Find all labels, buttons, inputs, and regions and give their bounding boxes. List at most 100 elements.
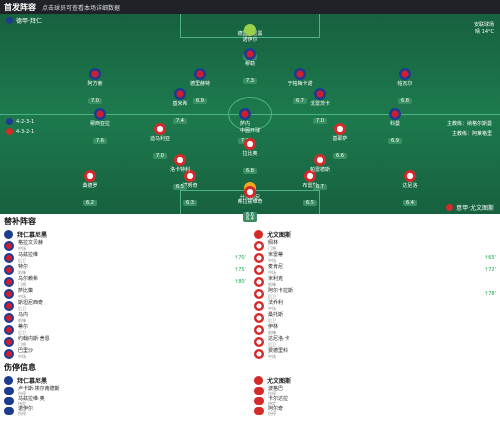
subs-home-team-name: 拜仁慕尼黑 bbox=[17, 232, 48, 239]
player-rating: 7.6 bbox=[93, 138, 107, 144]
sub-player-row[interactable]: 伊林 前锋 bbox=[254, 324, 496, 336]
injured-player-name: 卢卡斯·埃尔南德斯 bbox=[18, 385, 60, 392]
injury-info: 波格巴 伤停 bbox=[268, 386, 283, 396]
away-player[interactable]: 达尼洛 6.4 bbox=[385, 170, 435, 208]
sub-player-row[interactable]: 费德里科 中场 bbox=[254, 348, 496, 360]
jersey-icon bbox=[254, 301, 264, 311]
home-player[interactable]: 于帕梅卡诺 6.7 bbox=[275, 68, 325, 106]
sub-player-row[interactable]: 萨比策 中场 bbox=[4, 288, 246, 300]
player-name: 帕瓦尔 bbox=[397, 81, 413, 87]
injury-status: 伤停 bbox=[268, 410, 276, 416]
home-player[interactable]: 穆勒 7.3 bbox=[225, 48, 275, 86]
jersey-icon bbox=[174, 154, 186, 166]
player-rating: 7.0 bbox=[153, 153, 167, 159]
sub-player-position: 中场 bbox=[268, 258, 276, 263]
injury-row[interactable]: 波格巴 伤停 bbox=[254, 386, 496, 396]
away-player[interactable]: 桑德罗 6.2 bbox=[65, 170, 115, 208]
subs-title: 替补阵容 bbox=[4, 217, 36, 226]
away-player[interactable]: 弗拉霍维奇 6.4 bbox=[225, 186, 275, 224]
away-player[interactable]: 洛卡特利 6.5 bbox=[155, 154, 205, 192]
sub-player-info: 巴里沙 中场 bbox=[18, 349, 246, 360]
sub-player-name: 伊林 bbox=[268, 324, 279, 330]
injury-icon bbox=[254, 397, 264, 405]
jersey-icon bbox=[399, 68, 411, 80]
away-player[interactable]: 拉比奥 6.8 bbox=[225, 138, 275, 176]
sub-player-row[interactable]: 米雷蒂 中场 ↑65' bbox=[254, 252, 496, 264]
injury-row[interactable]: 卡尔达拉 待定 bbox=[254, 396, 496, 406]
sub-player-row[interactable]: 阿尔卡拉斯 后卫 ↑78' bbox=[254, 288, 496, 300]
sub-player-row[interactable]: 达尼洛·卡 后卫 bbox=[254, 336, 496, 348]
jersey-icon bbox=[4, 301, 14, 311]
sub-player-row[interactable]: 佩林 门将 bbox=[254, 240, 496, 252]
home-player[interactable]: 阿方索 7.0 bbox=[70, 68, 120, 106]
sub-player-position: 门将 bbox=[268, 246, 276, 251]
sub-player-row[interactable]: 乌尔赖希 门将 ↑80' bbox=[4, 276, 246, 288]
sub-player-name: 麦肯尼 bbox=[268, 264, 284, 270]
sub-player-row[interactable]: 麦肯尼 中场 ↑72' bbox=[254, 264, 496, 276]
sub-player-info: 格拉文贝赫 中场 bbox=[18, 241, 246, 252]
injury-icon bbox=[254, 387, 264, 395]
home-player[interactable]: 科曼 6.9 bbox=[370, 108, 420, 146]
home-player[interactable]: 德里赫特 6.9 bbox=[175, 68, 225, 106]
player-rating: 6.9 bbox=[388, 138, 402, 144]
jersey-icon bbox=[254, 289, 264, 299]
sub-player-row[interactable]: 约翰内斯·舍恩 门将 bbox=[4, 336, 246, 348]
sub-player-row[interactable]: 蒂尔 后卫 bbox=[4, 324, 246, 336]
sub-player-row[interactable]: 特尔 前锋 ↑75' bbox=[4, 264, 246, 276]
sub-player-info: 费德里科 中场 bbox=[268, 349, 496, 360]
subs-columns: 拜仁慕尼黑 格拉文贝赫 中场 马兹拉维 后卫 ↑70' 特尔 前锋 ↑75' 乌尔赖希 门将 ↑80… bbox=[0, 229, 500, 360]
injury-info: 诺伊尔 伤停 bbox=[18, 406, 33, 416]
home-formation: 4-2-3-1 bbox=[6, 118, 34, 125]
jersey-icon bbox=[4, 349, 14, 359]
sub-player-row[interactable]: 格拉文贝赫 中场 bbox=[4, 240, 246, 252]
subs-away-column: 尤文图斯 佩林 门将 米雷蒂 中场 ↑65' 麦肯尼 中场 ↑72' 米利克 前锋 阿尔卡拉斯 后卫 ↑… bbox=[250, 229, 500, 360]
home-player[interactable]: 帕瓦尔 6.8 bbox=[380, 68, 430, 106]
away-player[interactable]: 迪马利亚 7.0 bbox=[135, 123, 185, 161]
player-name: 达尼洛 bbox=[402, 183, 418, 189]
away-formation-text: 4-3-2-1 bbox=[16, 128, 35, 135]
sub-player-row[interactable]: 马内 前锋 bbox=[4, 312, 246, 324]
home-player[interactable]: 基米希 7.4 bbox=[155, 88, 205, 126]
sub-player-row[interactable]: 米利克 前锋 bbox=[254, 276, 496, 288]
sub-player-info: 佩林 门将 bbox=[268, 241, 496, 252]
jersey-icon bbox=[254, 253, 264, 263]
player-name: 洛卡特利 bbox=[169, 167, 190, 173]
weather-line: 晴 14°C bbox=[475, 29, 494, 35]
home-team-name: 德甲·拜仁 bbox=[16, 18, 42, 25]
home-player[interactable]: 穆西亚拉 7.6 bbox=[75, 108, 125, 146]
player-rating: 7.0 bbox=[313, 118, 327, 124]
subs-home-column: 拜仁慕尼黑 格拉文贝赫 中场 马兹拉维 后卫 ↑70' 特尔 前锋 ↑75' 乌尔赖希 门将 ↑80… bbox=[0, 229, 250, 360]
away-player[interactable]: 帕雷德斯 6.7 bbox=[295, 154, 345, 192]
jersey-icon bbox=[254, 337, 264, 347]
injury-row[interactable]: 诺伊尔 伤停 bbox=[4, 406, 246, 416]
injury-row[interactable]: 马兹拉维·奥 待定 bbox=[4, 396, 246, 406]
sub-player-row[interactable]: 斯坦尼西奇 后卫 bbox=[4, 300, 246, 312]
jersey-icon bbox=[254, 349, 264, 359]
pitch: 德甲·拜仁 安联球场 晴 14°C 德国慕尼黑 4-2-3-1 4-3-2-1 … bbox=[0, 14, 500, 222]
sub-player-row[interactable]: 桑托斯 后卫 bbox=[254, 312, 496, 324]
home-crest-icon bbox=[4, 376, 13, 385]
away-player[interactable]: 博努奇 6.3 bbox=[165, 170, 215, 208]
sub-player-row[interactable]: 法乔利 中场 bbox=[254, 300, 496, 312]
away-team-name: 意甲·尤文图斯 bbox=[456, 205, 494, 212]
away-player[interactable]: 基耶萨 6.6 bbox=[315, 123, 365, 161]
sub-player-position: 中场 bbox=[18, 294, 26, 299]
jersey-icon bbox=[304, 170, 316, 182]
home-player[interactable]: 戈雷茨卡 7.0 bbox=[295, 88, 345, 126]
jersey-icon bbox=[154, 123, 166, 135]
sub-player-row[interactable]: 马兹拉维 后卫 ↑70' bbox=[4, 252, 246, 264]
injury-icon bbox=[4, 397, 14, 405]
injury-row[interactable]: 阿尔奇 伤停 bbox=[254, 406, 496, 416]
jersey-icon bbox=[174, 88, 186, 100]
player-rating: 6.4 bbox=[403, 200, 417, 206]
weather-info: 安联球场 晴 14°C bbox=[474, 22, 494, 36]
away-player[interactable]: 布雷默 6.5 bbox=[285, 170, 335, 208]
jersey-icon bbox=[184, 170, 196, 182]
sub-player-position: 中场 bbox=[268, 354, 276, 359]
sub-player-info: 蒂尔 后卫 bbox=[18, 325, 246, 336]
sub-player-row[interactable]: 巴里沙 中场 bbox=[4, 348, 246, 360]
weather-line: 安联球场 bbox=[473, 22, 494, 28]
sub-player-position: 后卫 bbox=[18, 258, 26, 263]
jersey-icon bbox=[4, 241, 14, 251]
injury-row[interactable]: 卢卡斯·埃尔南德斯 伤停 bbox=[4, 386, 246, 396]
